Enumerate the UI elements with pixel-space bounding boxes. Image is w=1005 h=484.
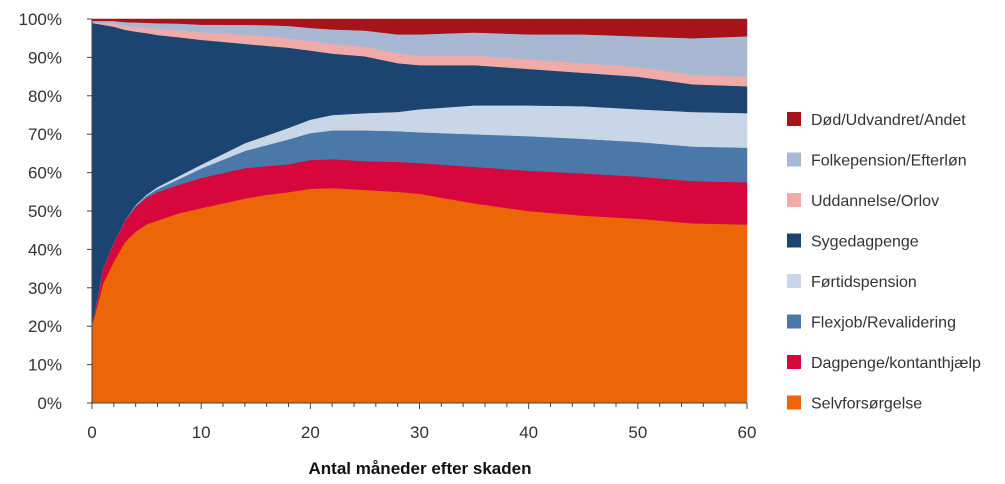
legend-item-sygedagpenge: Sygedagpenge xyxy=(787,233,919,251)
legend-item-dagpenge-kontanthjaelp: Dagpenge/kontanthjælp xyxy=(787,355,981,372)
y-tick-label: 20% xyxy=(28,317,62,336)
legend-item-flexjob-revalidering: Flexjob/Revalidering xyxy=(787,314,956,332)
legend-label: Sygedagpenge xyxy=(811,234,919,251)
y-tick-label: 80% xyxy=(28,87,62,106)
legend-item-selvforsorgelse: Selvforsørgelse xyxy=(787,395,922,413)
y-tick-label: 70% xyxy=(28,125,62,144)
legend-label: Folkepension/Efterløn xyxy=(811,153,967,170)
x-axis-ticks: 0 10 20 30 40 50 60 xyxy=(87,403,756,442)
legend-swatch xyxy=(787,274,801,288)
legend-swatch xyxy=(787,112,801,126)
x-tick-label: 30 xyxy=(410,423,429,442)
x-tick-label: 10 xyxy=(192,423,211,442)
y-tick-label: 40% xyxy=(28,240,62,259)
legend-label: Førtidspension xyxy=(811,274,917,291)
legend-swatch xyxy=(787,193,801,207)
y-tick-label: 0% xyxy=(37,394,62,413)
x-tick-label: 50 xyxy=(628,423,647,442)
legend: Død/Udvandret/Andet Folkepension/Efterløn… xyxy=(787,112,981,413)
area-selvforsorgelse xyxy=(91,187,748,404)
legend-swatch xyxy=(787,355,801,369)
legend-swatch xyxy=(787,314,801,329)
y-tick-label: 100% xyxy=(19,10,62,29)
y-axis-ticks: 0% 10% 20% 30% 40% 50% 60% 70% 80% 90% 100% xyxy=(19,10,92,413)
legend-label: Flexjob/Revalidering xyxy=(811,315,956,332)
x-tick-label: 40 xyxy=(519,423,538,442)
legend-swatch xyxy=(787,395,801,410)
legend-item-folkepension-efterlon: Folkepension/Efterløn xyxy=(787,152,967,170)
y-tick-label: 30% xyxy=(28,279,62,298)
legend-item-fortidspension: Førtidspension xyxy=(787,274,917,291)
area-layers xyxy=(91,18,748,404)
area-dod-udvandret-andet xyxy=(91,18,748,39)
legend-label: Dagpenge/kontanthjælp xyxy=(811,355,981,372)
legend-label: Død/Udvandret/Andet xyxy=(811,112,966,129)
legend-label: Uddannelse/Orlov xyxy=(811,193,939,210)
legend-label: Selvforsørgelse xyxy=(811,396,922,413)
y-tick-label: 90% xyxy=(28,48,62,67)
x-tick-label: 60 xyxy=(738,423,757,442)
legend-swatch xyxy=(787,152,801,167)
y-tick-label: 10% xyxy=(28,356,62,375)
legend-item-dod-udvandret-andet: Død/Udvandret/Andet xyxy=(787,112,966,129)
y-tick-label: 50% xyxy=(28,202,62,221)
y-tick-label: 60% xyxy=(28,164,62,183)
x-axis-title: Antal måneder efter skaden xyxy=(309,459,532,478)
x-tick-label: 20 xyxy=(301,423,320,442)
x-tick-label: 0 xyxy=(87,423,96,442)
legend-swatch xyxy=(787,233,801,248)
legend-item-uddannelse-orlov: Uddannelse/Orlov xyxy=(787,193,939,210)
